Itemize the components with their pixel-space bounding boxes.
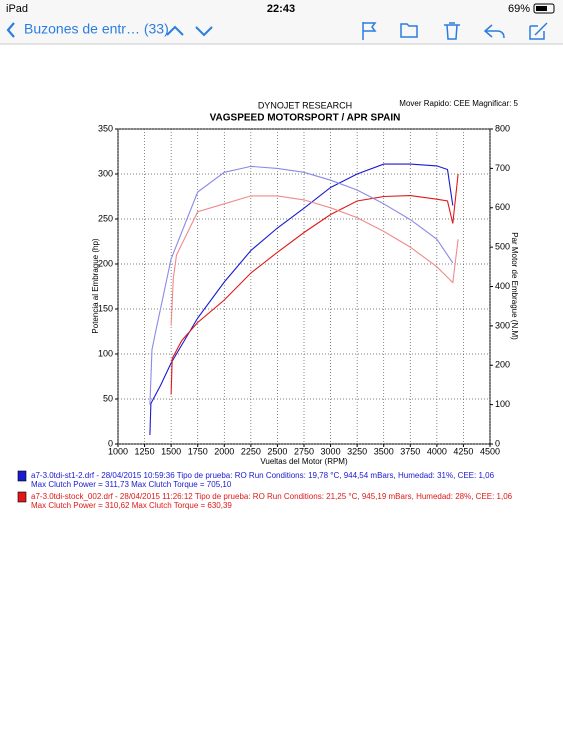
chart-header: DYNOJET RESEARCH (258, 100, 352, 110)
y-tick-label: 350 (98, 123, 113, 133)
x-tick-label: 1500 (161, 446, 181, 456)
flag-button[interactable] (362, 22, 377, 40)
y-tick-label: 0 (108, 438, 113, 448)
legend-line: a7-3.0tdi-st1-2.drf - 28/04/2015 10:59:3… (31, 471, 495, 480)
y-tick-label: 50 (103, 393, 113, 403)
back-button[interactable]: Buzones de entr… (33) (24, 21, 169, 37)
chart-title: VAGSPEED MOTORSPORT / APR SPAIN (210, 113, 401, 124)
top-bar (0, 0, 563, 44)
y2-tick-label: 500 (495, 242, 510, 252)
x-tick-label: 1250 (135, 446, 155, 456)
x-tick-label: 2000 (214, 446, 234, 456)
x-tick-label: 2250 (241, 446, 261, 456)
legend-detail: Max Clutch Power = 311,73 Max Clutch Tor… (31, 480, 232, 489)
compose-button[interactable] (529, 22, 548, 40)
x-tick-label: 2750 (294, 446, 314, 456)
y-axis-label: Potencia al Embrague (hp) (91, 238, 100, 334)
y2-tick-label: 600 (495, 202, 510, 212)
y2-tick-label: 300 (495, 320, 510, 330)
x-axis-label: Vueltas del Motor (RPM) (260, 457, 348, 466)
battery-percent: 69% (508, 3, 530, 15)
y2-tick-label: 0 (495, 438, 500, 448)
x-tick-label: 3000 (321, 446, 341, 456)
back-chevron[interactable] (6, 22, 15, 38)
prev-button[interactable] (166, 25, 184, 36)
y-tick-label: 100 (98, 348, 113, 358)
legend-swatch (17, 491, 27, 503)
x-tick-label: 4000 (427, 446, 447, 456)
legend-swatch (17, 470, 27, 482)
y2-tick-label: 800 (495, 123, 510, 133)
series-line (170, 195, 459, 326)
clock: 22:43 (267, 3, 295, 15)
y-tick-label: 150 (98, 303, 113, 313)
x-tick-label: 3250 (347, 446, 367, 456)
y2-tick-label: 100 (495, 399, 510, 409)
series-line (149, 163, 454, 436)
y-tick-label: 300 (98, 168, 113, 178)
device-name: iPad (6, 3, 28, 15)
x-tick-label: 1000 (108, 446, 128, 456)
chart-options: Mover Rapido: CEE Magnificar: 5 (399, 99, 518, 108)
trash-button[interactable] (444, 22, 460, 40)
y2-tick-label: 400 (495, 281, 510, 291)
legend-line: a7-3.0tdi-stock_002.drf - 28/04/2015 11:… (31, 492, 513, 501)
y-tick-label: 250 (98, 213, 113, 223)
y2-tick-label: 200 (495, 360, 510, 370)
next-button[interactable] (195, 26, 213, 37)
x-tick-label: 4250 (453, 446, 473, 456)
reply-button[interactable] (483, 24, 505, 39)
folder-button[interactable] (400, 23, 418, 38)
y2-axis-label: Par Motor de Embrague (N.M) (510, 232, 519, 340)
x-tick-label: 3750 (400, 446, 420, 456)
x-tick-label: 2500 (267, 446, 287, 456)
x-tick-label: 1750 (188, 446, 208, 456)
legend-detail: Max Clutch Power = 310,62 Max Clutch Tor… (31, 501, 232, 510)
battery-icon (533, 3, 555, 14)
series-line (149, 165, 454, 405)
series-line (170, 173, 459, 395)
x-tick-label: 3500 (374, 446, 394, 456)
y-tick-label: 200 (98, 258, 113, 268)
battery-level (536, 6, 547, 11)
y2-tick-label: 700 (495, 163, 510, 173)
x-tick-label: 4500 (480, 446, 500, 456)
